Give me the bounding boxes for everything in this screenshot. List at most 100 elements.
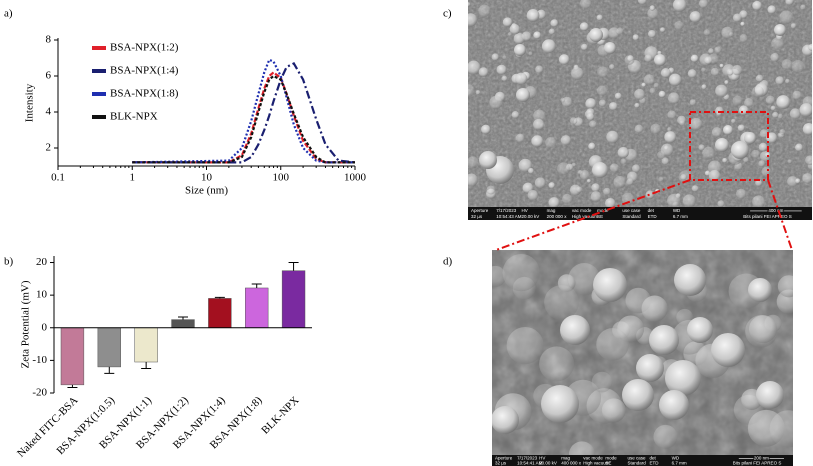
particle [691, 185, 699, 192]
particle [604, 42, 616, 54]
y-tick-label: 2 [46, 142, 52, 154]
particle [664, 131, 677, 144]
series-line [132, 61, 356, 164]
panel-label: a) [4, 8, 13, 20]
particle [645, 190, 655, 200]
particle [558, 54, 570, 65]
particle [548, 28, 555, 35]
particle [785, 0, 794, 6]
bar [208, 298, 232, 329]
particle [748, 278, 772, 302]
particle [659, 390, 689, 420]
particle [606, 130, 619, 144]
legend-label: BSA-NPX(1:4) [110, 65, 179, 77]
particle [721, 26, 734, 39]
error-bar [104, 366, 115, 374]
particle [739, 34, 748, 43]
particle [533, 31, 541, 40]
y-axis-title: Zeta Potential (mV) [20, 280, 32, 368]
particle [634, 124, 644, 134]
particle [752, 85, 764, 98]
particle [528, 51, 533, 56]
particle [744, 97, 754, 108]
sem-meta-label: HV [521, 208, 527, 213]
particle [481, 124, 491, 135]
particle [489, 95, 503, 109]
particle [715, 84, 728, 98]
particle [770, 105, 776, 111]
particle [491, 53, 499, 61]
particle [774, 24, 786, 36]
particle [708, 53, 719, 64]
particle [732, 95, 743, 106]
sem-meta-label: det [648, 208, 655, 213]
sem-meta-value: 20.00 kV [521, 214, 539, 219]
particle [644, 54, 653, 63]
particle [478, 4, 491, 17]
particle [667, 127, 672, 132]
y-tick-label: 20 [36, 256, 48, 268]
particle [647, 7, 659, 19]
particle [724, 80, 729, 85]
particle [772, 111, 779, 119]
particle [777, 113, 783, 119]
sem-meta-value: 32 µs [495, 460, 507, 465]
sem-meta-label: Aperture [471, 208, 489, 213]
particle [624, 55, 635, 65]
legend-label: BSA-NPX(1:8) [110, 88, 179, 100]
particle [689, 117, 703, 131]
sem-meta-label: vac mode [572, 208, 592, 213]
y-tick-label: 0 [42, 321, 48, 333]
particle [591, 371, 613, 393]
error-bar [288, 262, 299, 271]
particle [596, 328, 629, 361]
particle [548, 197, 560, 207]
sem-meta-label: det [650, 455, 657, 460]
particle [579, 170, 590, 180]
x-tick-label: 1 [130, 172, 136, 184]
sem-meta-value: High vacuum [583, 460, 610, 465]
particle [672, 0, 687, 12]
particle [616, 27, 624, 35]
particle [569, 117, 578, 125]
particle [550, 19, 559, 28]
particle [468, 156, 479, 169]
particle [649, 325, 679, 355]
error-bar [214, 296, 225, 299]
particle [541, 385, 579, 423]
particle [502, 55, 507, 60]
sem-meta-label: WD [672, 455, 680, 460]
panel-label: c) [443, 8, 452, 20]
particle [468, 83, 475, 97]
particle [475, 90, 481, 95]
particle [518, 158, 533, 173]
particle [770, 52, 780, 62]
particle [701, 84, 707, 90]
series-line [132, 74, 355, 164]
particle [515, 133, 525, 143]
sem-meta-value: 10:54:43 AM [496, 214, 522, 219]
particle [545, 136, 557, 149]
y-tick-label: 10 [36, 289, 48, 301]
particle [613, 175, 626, 189]
particle [526, 9, 540, 22]
particle [767, 5, 777, 14]
x-tick-label: 1000 [344, 172, 367, 184]
particle [708, 160, 722, 175]
particle [668, 92, 680, 104]
particle [528, 167, 534, 174]
scale-label: 400 nm [768, 208, 783, 213]
particle [502, 253, 540, 292]
particle [743, 156, 749, 163]
particle [653, 82, 659, 88]
particle [637, 0, 647, 5]
particle [653, 424, 678, 449]
sem-meta-value: SE [605, 460, 611, 465]
particle [593, 268, 627, 302]
sem-meta-value: 32 µs [471, 214, 483, 219]
particle [679, 120, 685, 126]
sem-meta-label: 7/17/2023 [496, 208, 517, 213]
particle [641, 82, 646, 88]
